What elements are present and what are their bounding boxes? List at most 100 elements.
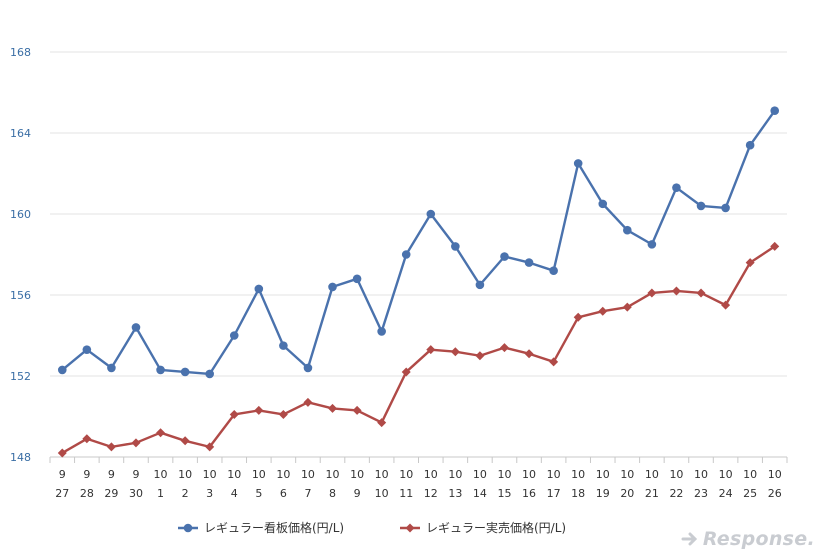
response-arrow-icon [681,532,697,546]
data-point [279,341,288,350]
data-point [180,367,190,377]
x-tick-label-day: 10 [375,487,389,500]
x-tick-label-day: 26 [768,487,782,500]
data-point [401,367,411,377]
x-tick-label-day: 18 [571,487,585,500]
x-tick-label-month: 10 [276,468,290,481]
x-tick-label-day: 27 [55,487,69,500]
data-point [426,345,436,355]
x-tick-label-day: 12 [424,487,438,500]
series-layer [57,106,780,458]
x-tick-label-day: 29 [104,487,118,500]
x-tick-label-month: 10 [399,468,413,481]
data-point [278,409,288,419]
x-tick-label-day: 6 [280,487,287,500]
data-point [549,266,558,276]
x-tick-label-day: 23 [694,487,708,500]
x-tick-label-month: 9 [59,468,66,481]
data-point [721,300,731,310]
x-tick-label-month: 10 [448,468,462,481]
x-tick-label-month: 10 [497,468,511,481]
x-tick-label-month: 10 [522,468,536,481]
y-tick-label: 152 [10,370,31,383]
x-tick-label-day: 21 [645,487,659,500]
data-point [500,252,509,261]
x-tick-label-month: 10 [252,468,266,481]
x-tick-label-month: 10 [719,468,733,481]
x-axis: 9 27 9 28 9 29 9 30 10 1 10 2 10 3 10 4 10 5 10 6 10 7 10 8 10 9 1… [49,456,788,500]
data-point [647,288,657,298]
data-point [770,106,780,116]
x-tick-label-month: 9 [132,468,139,481]
data-point [205,442,215,452]
x-tick-label-day: 4 [231,487,238,500]
x-tick-label-day: 25 [743,487,757,500]
x-tick-label-day: 28 [80,487,94,500]
data-point [131,438,141,448]
data-point [573,312,583,322]
y-tick-label: 160 [10,208,31,221]
data-point [475,351,485,361]
legend-marker [183,523,193,533]
data-point [82,434,92,444]
data-point [770,241,780,251]
x-tick-label-day: 7 [304,487,311,500]
data-point [156,428,166,438]
x-tick-label-month: 10 [154,468,168,481]
data-point [401,250,411,259]
data-point [721,203,730,213]
data-point [229,331,239,340]
x-tick-label-day: 16 [522,487,536,500]
data-point [156,365,165,375]
x-tick-label-month: 9 [108,468,115,481]
data-point [82,345,92,354]
x-tick-label-month: 10 [473,468,487,481]
data-point [451,242,460,251]
legend-label: レギュラー看板価格(円/L) [204,520,344,535]
data-point [328,282,337,292]
x-tick-label-day: 8 [329,487,336,500]
data-point [524,349,534,359]
data-point [475,280,485,290]
x-tick-label-day: 24 [719,487,733,500]
x-tick-label-day: 9 [354,487,361,500]
data-point [426,209,436,219]
x-tick-label-month: 10 [326,468,340,481]
series-1 [57,106,780,379]
data-point [745,140,755,150]
data-point [524,258,534,267]
x-tick-label-month: 9 [83,468,90,481]
x-tick-label-month: 10 [547,468,561,481]
x-tick-label-day: 17 [547,487,561,500]
data-point [205,369,214,379]
x-tick-label-month: 10 [743,468,757,481]
x-tick-label-month: 10 [694,468,708,481]
data-point [57,448,67,458]
x-tick-label-month: 10 [178,468,192,481]
x-tick-label-day: 15 [497,487,511,500]
data-point [254,405,264,415]
x-tick-label-month: 10 [645,468,659,481]
data-point [180,436,190,446]
series-line-2 [61,245,776,454]
data-point [229,409,239,419]
y-tick-label: 156 [10,289,31,302]
data-point [107,363,116,373]
x-tick-label-day: 22 [669,487,683,500]
legend-label: レギュラー実売価格(円/L) [426,520,566,535]
grid-lines [50,51,787,458]
data-point [377,418,387,428]
data-point [328,403,338,413]
x-tick-label-day: 11 [399,487,413,500]
data-point [254,284,264,294]
x-tick-label-month: 10 [620,468,634,481]
x-tick-label-month: 10 [669,468,683,481]
y-axis-ticks: 148 152 156 160 164 168 [10,46,31,464]
data-point [622,302,632,312]
x-tick-label-day: 3 [206,487,213,500]
x-tick-label-day: 13 [448,487,462,500]
legend-marker [405,523,415,533]
legend-item-2: レギュラー実売価格(円/L) [400,520,566,535]
data-point [745,258,755,268]
data-point [377,327,386,336]
